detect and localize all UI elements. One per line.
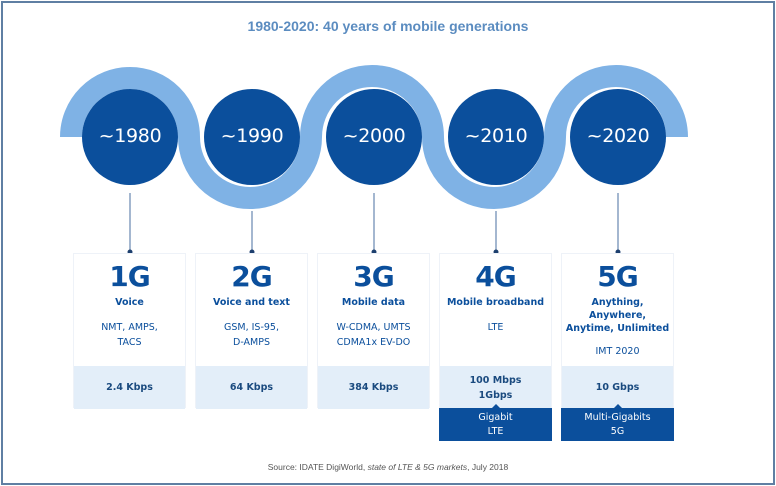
technology-line: CDMA1x EV-DO — [336, 337, 411, 348]
speed-band: 2.4 Kbps — [74, 366, 185, 409]
speed-value: 64 Kbps — [229, 382, 274, 393]
generation-name: 5G — [597, 260, 638, 293]
technology-line: W-CDMA, UMTS — [336, 322, 411, 333]
wave-ribbon — [60, 65, 688, 209]
speed-value: 384 Kbps — [348, 382, 399, 393]
evolution-line: Gigabit — [478, 411, 513, 423]
year-circle — [82, 89, 178, 185]
technology-line: LTE — [487, 322, 504, 333]
source-title: state of LTE & 5G markets — [367, 462, 468, 472]
year-label: ~2020 — [586, 125, 650, 147]
technology-line: GSM, IS-95, — [224, 322, 279, 333]
evolution-line: LTE — [487, 425, 504, 437]
speed-band: 64 Kbps — [196, 366, 307, 409]
evolution-line: Multi-Gigabits — [584, 411, 651, 423]
source-prefix: Source: IDATE DigiWorld, — [267, 462, 368, 472]
technology-line: TACS — [117, 337, 142, 348]
year-circle — [204, 89, 300, 185]
year-label: ~1990 — [220, 125, 284, 147]
speed-band: 10 Gbps — [562, 366, 673, 409]
evolution-badge: Gigabit LTE — [439, 404, 552, 441]
generation-use: Voice — [74, 296, 185, 309]
technology-line: D-AMPS — [233, 337, 270, 348]
speed-band: 384 Kbps — [318, 366, 429, 409]
use-line: Anything, — [591, 297, 644, 308]
generation-name: 4G — [475, 260, 516, 293]
generation-card: 4G Mobile broadband LTE 100 Mbps 1Gbps — [439, 253, 552, 409]
year-label: ~2000 — [342, 125, 406, 147]
evolution-badge: Multi-Gigabits 5G — [561, 404, 674, 441]
source-suffix: , July 2018 — [467, 462, 509, 472]
year-circle — [570, 89, 666, 185]
generation-card: 5G Anything, Anywhere, Anytime, Unlimited IM… — [561, 253, 674, 409]
use-line: Voice — [115, 297, 144, 308]
generation-use: Mobile data — [318, 296, 429, 309]
speed-value: 10 Gbps — [595, 382, 640, 393]
generation-technologies: IMT 2020 — [562, 344, 673, 359]
generation-card: 3G Mobile data W-CDMA, UMTS CDMA1x EV-DO 384… — [317, 253, 430, 409]
technology-line: NMT, AMPS, — [101, 322, 158, 333]
use-line: Anywhere, — [588, 310, 647, 321]
generation-use: Mobile broadband — [440, 296, 551, 309]
generation-use: Anything, Anywhere, Anytime, Unlimited — [562, 296, 673, 335]
use-line: Voice and text — [213, 297, 290, 308]
generation-name: 1G — [109, 260, 150, 293]
generation-use: Voice and text — [196, 296, 307, 309]
use-line: Mobile broadband — [446, 297, 545, 308]
speed-value: 100 Mbps — [469, 374, 522, 386]
generation-name: 2G — [231, 260, 272, 293]
speed-value: 1Gbps — [478, 389, 513, 401]
use-line: Mobile data — [341, 297, 406, 308]
speed-band: 100 Mbps 1Gbps — [440, 366, 551, 409]
year-circle — [326, 89, 422, 185]
year-label: ~1980 — [98, 125, 162, 147]
technology-line: IMT 2020 — [595, 346, 640, 357]
use-line: Anytime, Unlimited — [565, 323, 670, 334]
generation-technologies: LTE — [440, 320, 551, 335]
year-circle — [448, 89, 544, 185]
figure-title: 1980-2020: 40 years of mobile generation… — [247, 18, 529, 34]
generation-technologies: GSM, IS-95, D-AMPS — [196, 320, 307, 350]
year-label: ~2010 — [464, 125, 528, 147]
speed-value: 2.4 Kbps — [106, 382, 153, 393]
generation-name: 3G — [353, 260, 394, 293]
evolution-line: 5G — [610, 425, 625, 437]
source-note: Source: IDATE DigiWorld, state of LTE & … — [0, 462, 776, 472]
generation-technologies: W-CDMA, UMTS CDMA1x EV-DO — [318, 320, 429, 350]
generation-card: 2G Voice and text GSM, IS-95, D-AMPS 64 Kbps — [195, 253, 308, 409]
generation-technologies: NMT, AMPS, TACS — [74, 320, 185, 350]
generation-card: 1G Voice NMT, AMPS, TACS 2.4 Kbps — [73, 253, 186, 409]
